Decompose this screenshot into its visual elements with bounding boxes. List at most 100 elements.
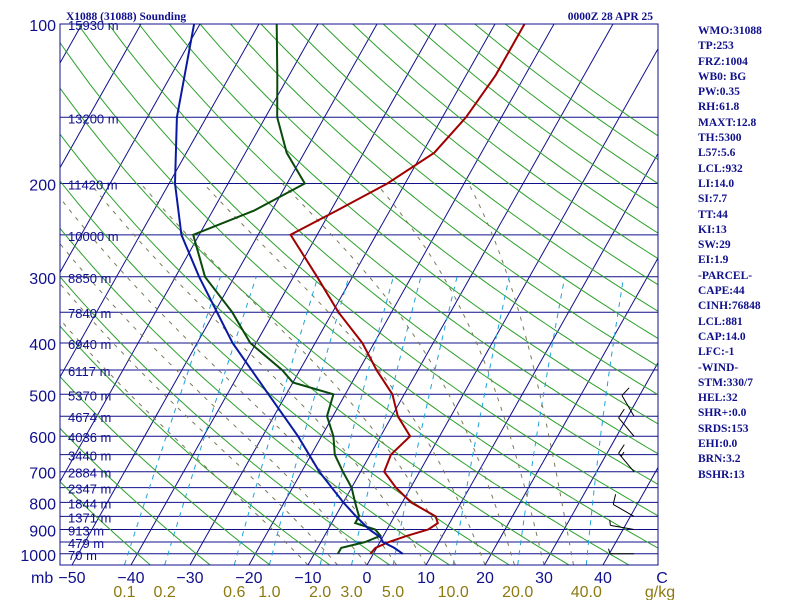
index-line: EHI:0.0 [698,438,738,451]
dry-adiabat [60,133,570,565]
height-label: 2347 m [68,482,111,497]
temp-tick-label: 20 [476,570,494,587]
pressure-tick-label: 400 [29,337,56,354]
mixing-ratio-line [233,276,319,565]
temp-tick-label: 40 [594,570,612,587]
height-label: 5370 m [68,388,111,403]
moist-adiabat [281,183,515,565]
height-label: 4036 m [68,430,111,445]
isotherm-line [71,24,378,565]
height-label: 10000 m [68,229,119,244]
dry-adiabat [60,276,390,565]
isotherm-line [602,466,658,565]
index-line: WMO:31088 [698,25,762,37]
mixing-ratio-label: 10.0 [438,584,469,600]
index-line: SW:29 [698,239,731,252]
wind-barb-flag [609,520,611,526]
isotherm-line [60,24,260,378]
index-line: WB0: BG [698,70,747,83]
valid-time: 0000Z 28 APR 25 [568,11,654,23]
moist-adiabat [375,183,545,565]
wind-barb [621,395,635,417]
dry-adiabat [60,325,331,565]
height-label: 2884 m [68,466,111,481]
height-label: 479 m [68,536,104,551]
index-line: HEL:32 [698,392,738,405]
mixing-ratio-line [319,276,394,565]
isotherm-line [60,24,319,483]
index-line: -WIND- [698,361,739,374]
height-label: 6940 m [68,337,111,352]
index-line: TP:253 [698,40,734,53]
wind-barbs [608,387,635,555]
dry-adiabat [169,24,658,425]
thermo-grid [60,24,658,565]
temp-tick-label: 10 [417,570,435,587]
index-line: BRN:3.2 [698,453,741,466]
moist-adiabat [468,183,574,565]
index-line: SHR+:0.0 [698,407,747,420]
mixing-ratio-line [585,276,625,565]
mixing-ratio-line [517,276,566,565]
index-line: EI:1.9 [698,254,729,267]
temp-axis-unit: mb [31,570,53,587]
dry-adiabat [138,24,658,455]
mixing-ratio-label: 40.0 [571,584,602,600]
index-line: FRZ:1004 [698,55,748,68]
wind-barb-flag [618,444,625,454]
pressure-tick-label: 600 [29,430,56,447]
dry-adiabat [108,24,658,485]
height-label: 6117 m [68,364,110,379]
isotherm-line [366,47,658,565]
index-line: MAXT:12.8 [698,116,757,129]
mixing-ratio-label: 0.2 [154,584,176,600]
height-label: 7840 m [68,306,111,321]
wind-barb-flag [621,387,630,396]
height-label: 70 m [68,548,97,563]
wind-barb-flag [620,451,625,457]
temp-tick-label: −20 [235,570,262,587]
dry-adiabat [321,24,658,286]
wind-barb [610,524,635,531]
height-label: 1844 m [68,496,111,511]
height-label: 11420 m [68,177,118,192]
pressure-tick-label: 700 [29,466,56,483]
mixing-ratio-label: 5.0 [382,584,404,600]
index-line: -PARCEL- [698,269,753,282]
isotherm-line [425,152,658,565]
dry-adiabat [60,480,151,565]
mixing-ratio-line [123,276,221,565]
pressure-tick-label: 900 [29,524,56,541]
temp-tick-label: −50 [58,570,85,587]
index-line: LCL:881 [698,315,743,328]
mixing-ratio-label: 1.0 [258,584,280,600]
wind-barb [612,503,635,517]
index-line: TH:5300 [698,132,742,145]
moist-adiabat [60,318,309,565]
dry-adiabat [77,24,658,517]
index-line: PW:0.35 [698,86,740,99]
index-line: SI:7.7 [698,193,728,206]
mixing-ratio-unit: g/kg [645,584,675,600]
dry-adiabat [60,180,510,565]
height-label: 4674 m [68,410,111,425]
isotherm-line [130,24,437,565]
index-line: KI:13 [698,223,727,236]
mixing-ratio-line [452,276,510,565]
height-label: 1371 m [68,510,111,525]
isotherm-line [484,257,658,565]
mixing-ratio-label: 20.0 [502,584,533,600]
index-line: CAPE:44 [698,285,745,298]
indices-panel: WMO:31088 TP:253 FRZ:1004 WB0: BG PW:0.35 RH:… [698,24,798,483]
wind-barb-flag [608,548,611,554]
index-line: CINH:76848 [698,300,761,313]
dry-adiabat [60,87,630,565]
index-line: LFC:-1 [698,346,735,359]
pressure-tick-label: 800 [29,496,56,513]
moist-adiabat [60,242,368,565]
temp-tick-label: −40 [117,570,144,587]
dry-adiabat [60,427,211,565]
mixing-ratio-label: 2.0 [309,584,331,600]
